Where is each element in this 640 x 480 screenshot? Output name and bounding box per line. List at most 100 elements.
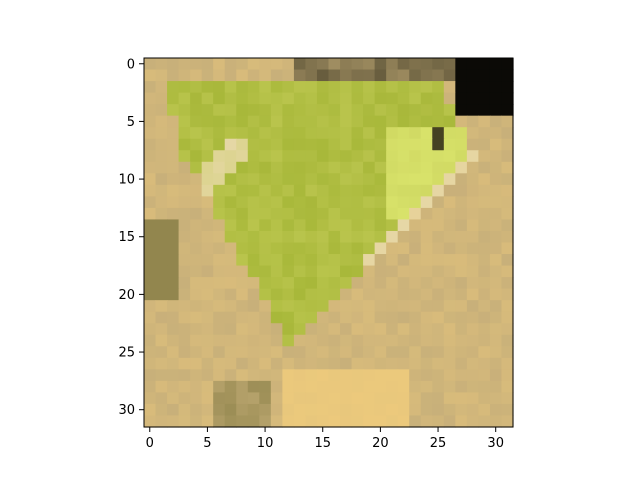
pixel-cell xyxy=(386,230,399,244)
pixel-cell xyxy=(432,184,445,197)
x-tick-label: 0 xyxy=(146,436,154,451)
pixel-cell xyxy=(155,403,168,417)
pixel-cell xyxy=(316,196,330,209)
pixel-cell xyxy=(190,207,203,221)
pixel-cell xyxy=(466,392,480,405)
pixel-cell xyxy=(397,207,410,221)
pixel-cell xyxy=(443,403,456,417)
pixel-cell xyxy=(293,127,307,140)
pixel-cell xyxy=(478,207,491,221)
x-tick-label: 25 xyxy=(430,436,447,451)
pixel-cell xyxy=(178,346,191,359)
pixel-cell xyxy=(363,207,376,221)
pixel-cell xyxy=(167,207,180,221)
pixel-cell xyxy=(351,219,364,232)
pixel-cell xyxy=(144,300,157,313)
pixel-cell xyxy=(363,288,376,301)
pixel-cell xyxy=(293,346,307,359)
pixel-cell xyxy=(236,92,249,105)
pixel-cell xyxy=(190,230,203,244)
pixel-cell xyxy=(501,346,514,359)
pixel-cell xyxy=(489,81,503,94)
pixel-cell xyxy=(190,346,203,359)
pixel-cell xyxy=(259,69,272,82)
pixel-cell xyxy=(213,69,226,82)
pixel-cell xyxy=(305,184,318,197)
pixel-cell xyxy=(397,369,410,382)
pixel-cell xyxy=(282,323,295,336)
pixel-cell xyxy=(247,288,260,301)
pixel-cell xyxy=(478,196,491,209)
pixel-cell xyxy=(455,265,468,278)
pixel-cell xyxy=(167,104,180,117)
pixel-cell xyxy=(455,161,468,174)
pixel-cell xyxy=(455,58,468,71)
pixel-cell xyxy=(190,300,203,313)
pixel-cell xyxy=(167,242,180,255)
pixel-cell xyxy=(409,196,422,209)
pixel-cell xyxy=(167,334,180,347)
pixel-cell xyxy=(201,138,214,151)
pixel-cell xyxy=(363,254,376,267)
pixel-cell xyxy=(432,334,445,347)
pixel-cell xyxy=(420,369,433,382)
pixel-cell xyxy=(478,369,491,382)
pixel-cell xyxy=(305,392,318,405)
pixel-cell xyxy=(259,81,272,94)
pixel-cell xyxy=(443,392,456,405)
pixel-cell xyxy=(213,207,226,221)
pixel-cell xyxy=(293,58,307,71)
pixel-cell xyxy=(351,207,364,221)
pixel-cell xyxy=(351,403,364,417)
pixel-cell xyxy=(236,150,249,163)
pixel-cell xyxy=(144,127,157,140)
pixel-cell xyxy=(305,369,318,382)
pixel-cell xyxy=(489,311,503,324)
pixel-cell xyxy=(236,392,249,405)
pixel-cell xyxy=(374,300,387,313)
pixel-cell xyxy=(155,69,168,82)
pixel-cell xyxy=(224,184,237,197)
pixel-cell xyxy=(236,265,249,278)
pixel-cell xyxy=(501,219,514,232)
pixel-cell xyxy=(328,380,341,394)
pixel-cell xyxy=(282,173,295,186)
pixel-cell xyxy=(420,334,433,347)
pixel-cell xyxy=(432,265,445,278)
pixel-cell xyxy=(305,254,318,267)
pixel-cell xyxy=(409,311,422,324)
pixel-cell xyxy=(328,392,341,405)
pixel-cell xyxy=(340,265,353,278)
pixel-cell xyxy=(363,69,376,82)
pixel-cell xyxy=(282,357,295,370)
pixel-cell xyxy=(270,242,283,255)
x-tick-label: 10 xyxy=(257,436,274,451)
pixel-cell xyxy=(478,242,491,255)
pixel-cell xyxy=(144,161,157,174)
pixel-cell xyxy=(247,392,260,405)
pixel-cell xyxy=(236,219,249,232)
pixel-cell xyxy=(478,81,491,94)
pixel-cell xyxy=(155,369,168,382)
pixel-cell xyxy=(501,58,514,71)
pixel-cell xyxy=(316,173,330,186)
pixel-cell xyxy=(420,380,433,394)
pixel-cell xyxy=(455,115,468,128)
pixel-cell xyxy=(155,242,168,255)
pixel-cell xyxy=(259,334,272,347)
pixel-cell xyxy=(236,357,249,370)
pixel-cell xyxy=(374,161,387,174)
pixel-cell xyxy=(178,230,191,244)
pixel-cell xyxy=(455,173,468,186)
pixel-cell xyxy=(236,69,249,82)
pixel-cell xyxy=(270,58,283,71)
pixel-cell xyxy=(409,288,422,301)
pixel-cell xyxy=(213,323,226,336)
pixel-cell xyxy=(190,138,203,151)
pixel-cell xyxy=(293,403,307,417)
pixel-cell xyxy=(282,254,295,267)
pixel-cell xyxy=(270,346,283,359)
pixel-cell xyxy=(224,300,237,313)
pixel-cell xyxy=(432,219,445,232)
pixel-cell xyxy=(501,230,514,244)
